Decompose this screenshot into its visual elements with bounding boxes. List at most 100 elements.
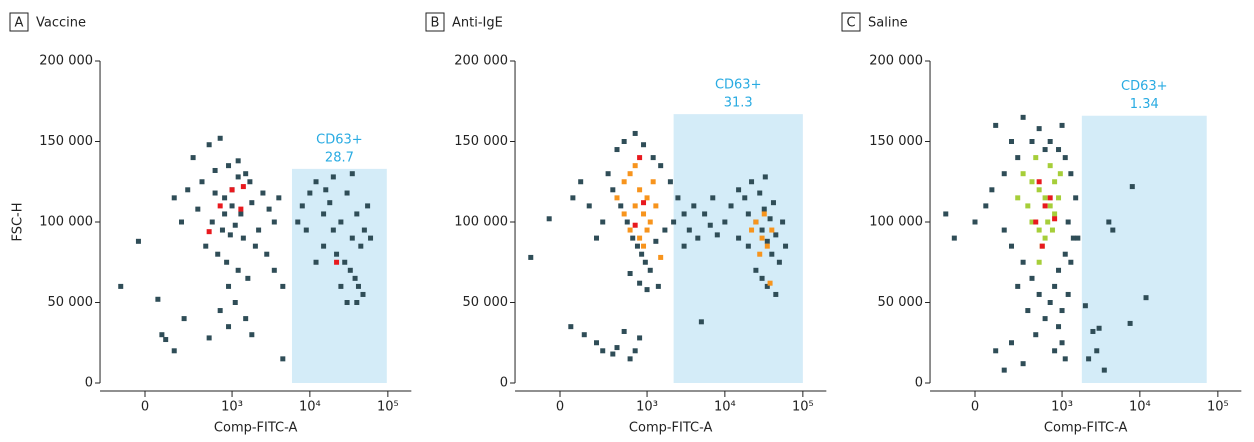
data-point xyxy=(349,235,355,241)
data-point xyxy=(1052,216,1058,222)
y-tick-label: 200 000 xyxy=(454,54,508,69)
data-point xyxy=(1110,227,1116,233)
data-point xyxy=(280,283,286,289)
data-point xyxy=(1056,147,1062,153)
data-point xyxy=(217,308,223,314)
data-point xyxy=(1015,195,1021,201)
x-tick-label: 10⁴ xyxy=(299,400,321,415)
data-point xyxy=(1052,179,1058,185)
data-point xyxy=(686,227,692,233)
data-point xyxy=(1020,171,1026,177)
data-point xyxy=(159,332,165,338)
gate-value: 31.3 xyxy=(724,96,753,111)
gate-label: CD63+ xyxy=(316,132,363,147)
data-point xyxy=(266,206,272,212)
data-point xyxy=(1036,179,1042,185)
data-point xyxy=(650,179,656,185)
data-point xyxy=(1036,187,1042,193)
data-point xyxy=(1090,328,1096,334)
data-point xyxy=(1065,291,1071,297)
data-point xyxy=(757,251,763,257)
data-point xyxy=(217,203,223,209)
data-point xyxy=(627,227,633,233)
data-point xyxy=(632,222,638,228)
data-point xyxy=(1056,267,1062,273)
data-point xyxy=(722,219,728,225)
data-point xyxy=(742,195,748,201)
data-point xyxy=(767,280,773,286)
data-point xyxy=(347,267,353,273)
data-point xyxy=(757,190,763,196)
data-point xyxy=(764,238,770,244)
data-point xyxy=(568,324,574,330)
data-point xyxy=(118,283,124,289)
data-point xyxy=(581,332,587,338)
data-point xyxy=(1057,171,1063,177)
data-point xyxy=(1062,251,1068,257)
data-point xyxy=(621,139,627,144)
data-point xyxy=(658,163,664,169)
data-point xyxy=(1036,291,1042,297)
data-point xyxy=(1059,308,1065,314)
data-point xyxy=(759,235,765,241)
data-point xyxy=(1033,332,1039,338)
y-tick-label: 150 000 xyxy=(39,134,93,149)
data-point xyxy=(943,211,949,217)
data-point xyxy=(206,229,212,235)
data-point xyxy=(1020,361,1026,367)
data-point xyxy=(190,155,196,161)
data-point xyxy=(276,195,282,201)
data-point xyxy=(1029,219,1035,225)
data-point xyxy=(1015,155,1021,161)
data-point xyxy=(707,222,713,228)
data-point xyxy=(349,171,355,177)
x-tick-label: 0 xyxy=(556,400,564,415)
data-point xyxy=(780,219,786,225)
data-point xyxy=(662,227,668,233)
data-point xyxy=(1129,184,1135,190)
data-point xyxy=(303,227,309,233)
data-point xyxy=(695,235,701,241)
data-point xyxy=(650,155,656,161)
data-point xyxy=(759,275,765,281)
data-point xyxy=(764,243,770,249)
data-point xyxy=(334,251,340,257)
data-point xyxy=(1036,259,1042,265)
y-tick-label: 0 xyxy=(915,376,923,391)
y-tick-label: 50 000 xyxy=(878,295,924,310)
data-point xyxy=(1056,195,1062,201)
data-point xyxy=(1033,219,1039,225)
data-point xyxy=(252,243,258,249)
gate-value: 28.7 xyxy=(325,150,354,165)
panel-title: Anti-IgE xyxy=(452,16,503,31)
data-point xyxy=(1047,203,1053,209)
y-tick-label: 150 000 xyxy=(454,134,508,149)
gate-label: CD63+ xyxy=(1121,79,1168,94)
data-point xyxy=(972,219,978,225)
data-point xyxy=(632,203,638,209)
data-point xyxy=(240,184,246,190)
data-point xyxy=(235,174,241,180)
data-point xyxy=(240,235,246,241)
data-point xyxy=(321,211,327,217)
data-point xyxy=(681,211,687,217)
data-point xyxy=(993,122,999,128)
data-point xyxy=(334,259,340,265)
data-point xyxy=(1047,163,1053,169)
data-point xyxy=(256,227,262,233)
data-point xyxy=(745,211,751,217)
data-point xyxy=(1056,324,1062,330)
data-point xyxy=(578,179,584,185)
panel-title: Saline xyxy=(868,16,908,31)
data-point xyxy=(644,287,650,293)
data-point xyxy=(637,335,643,341)
data-point xyxy=(671,219,677,225)
data-point xyxy=(243,316,249,322)
data-point xyxy=(1036,227,1042,233)
data-point xyxy=(681,243,687,249)
data-point xyxy=(698,319,704,325)
data-point xyxy=(632,348,638,354)
x-tick-label: 0 xyxy=(141,400,149,415)
data-point xyxy=(1033,155,1039,161)
